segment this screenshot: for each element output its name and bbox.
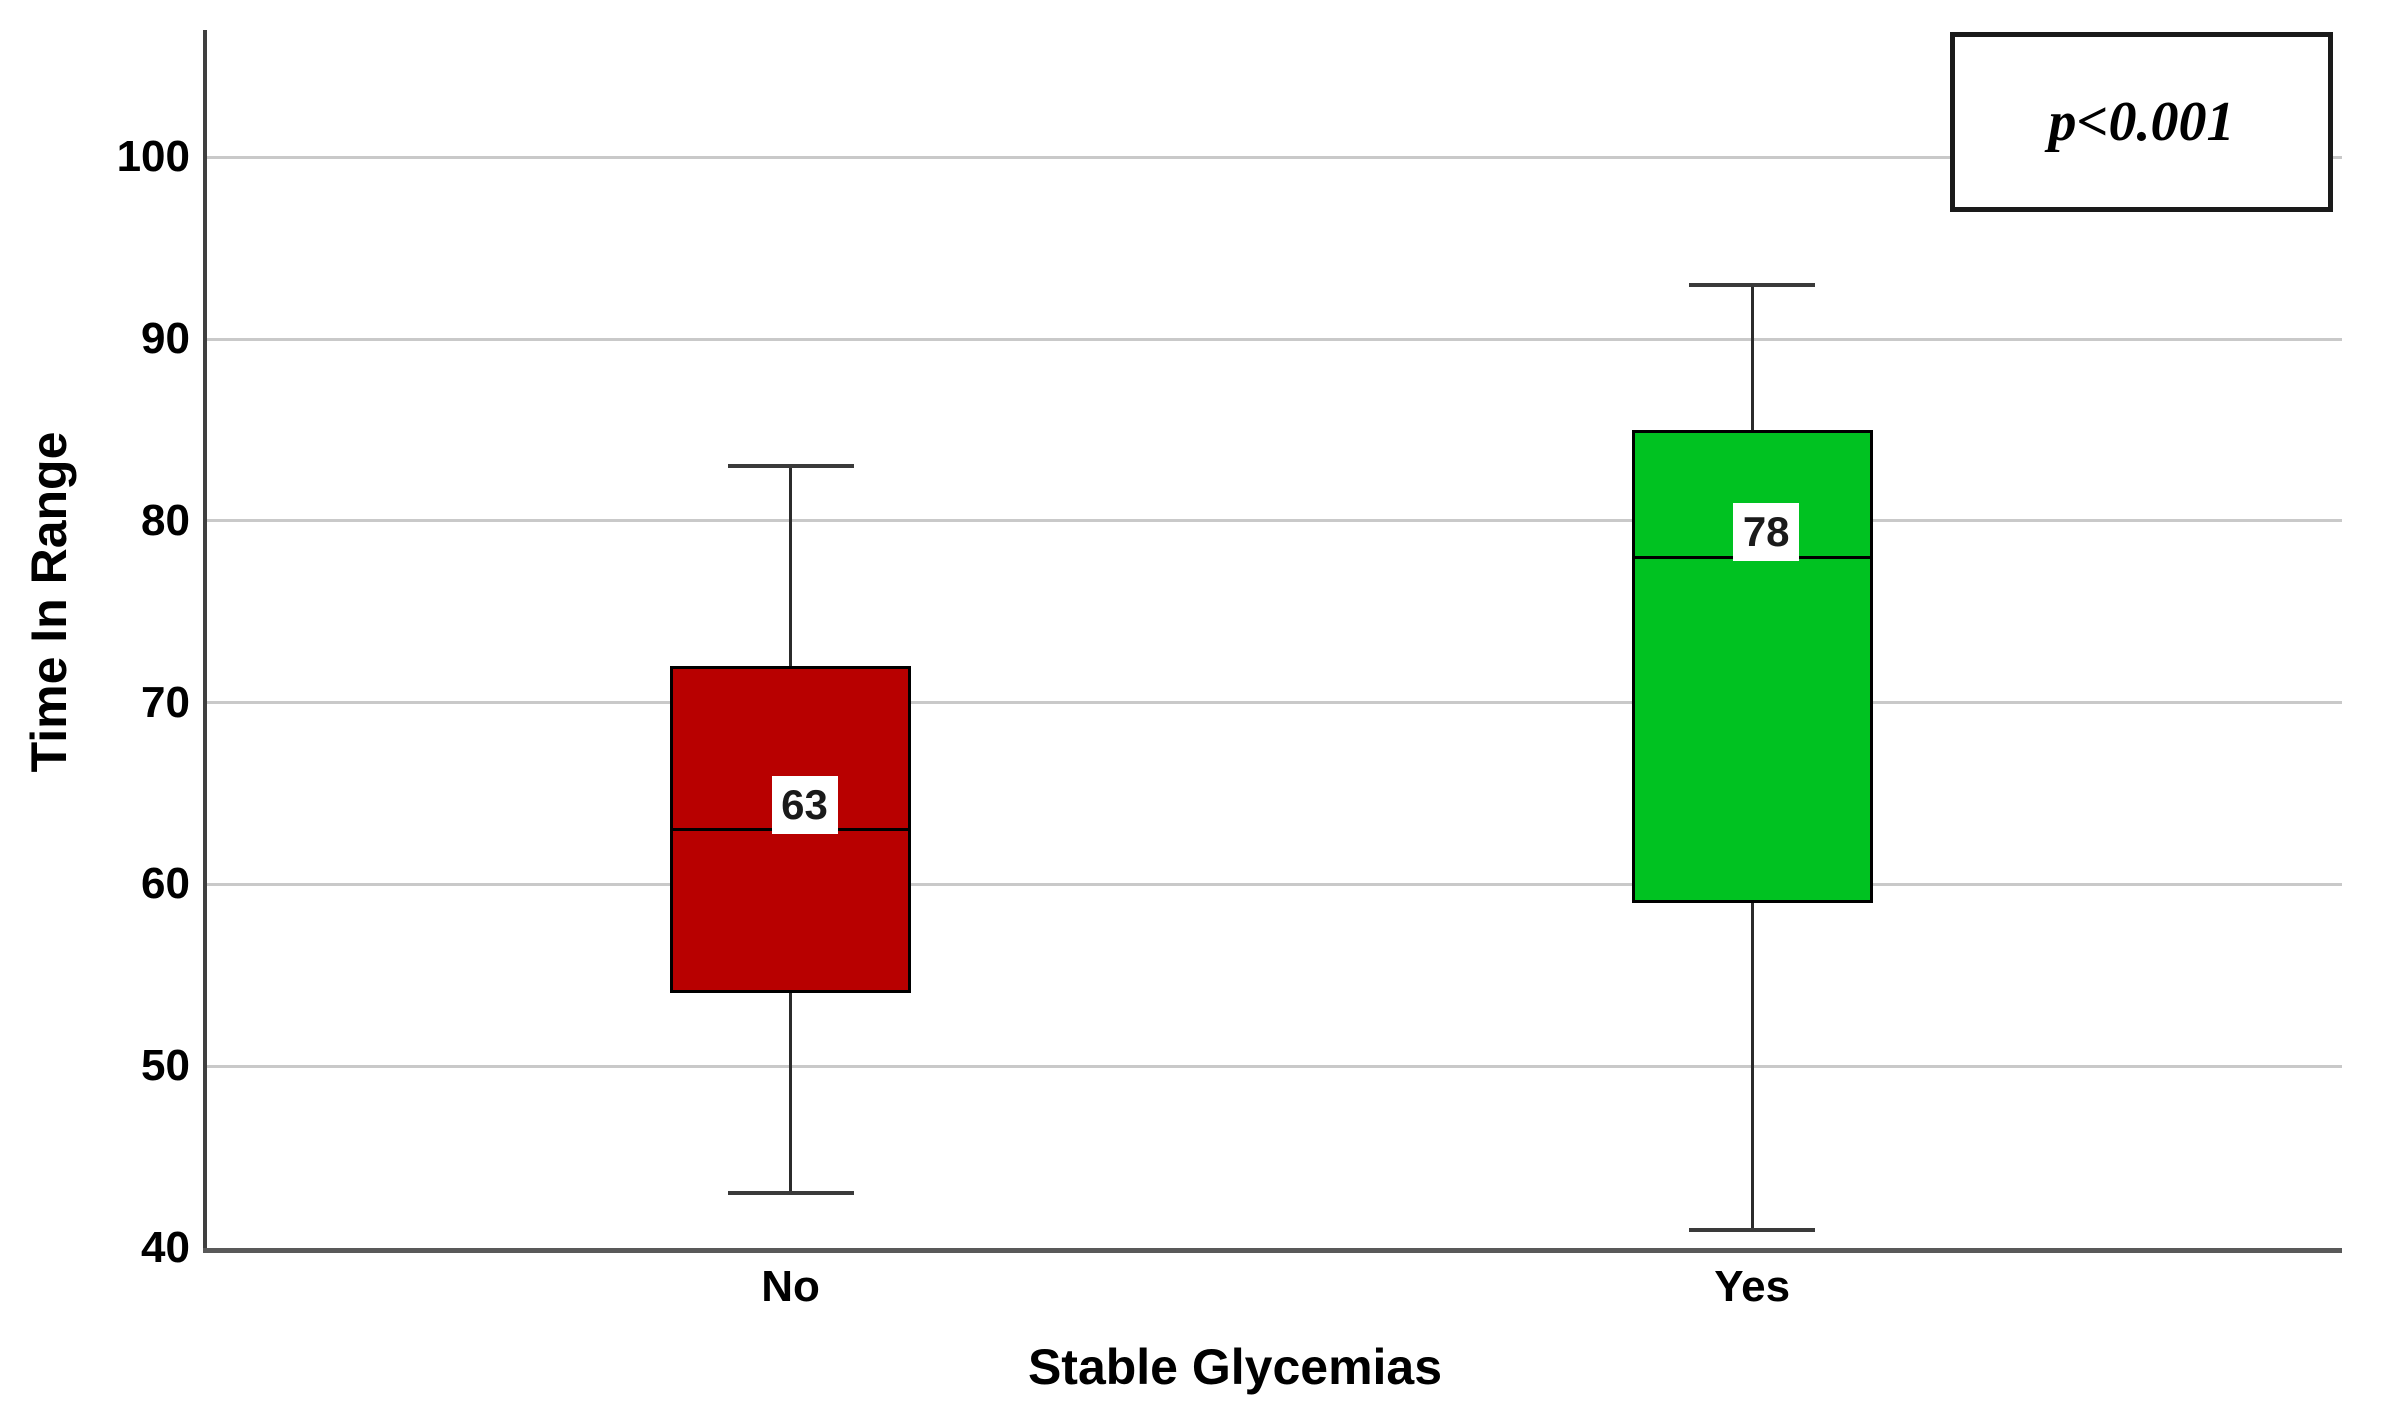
gridline-80 bbox=[207, 519, 2342, 523]
x-category-label-Yes: Yes bbox=[1714, 1262, 1791, 1311]
x-category-label-No: No bbox=[761, 1262, 820, 1311]
gridline-70 bbox=[207, 701, 2342, 705]
whisker-lower-No bbox=[789, 993, 793, 1194]
y-tick-label-100: 100 bbox=[116, 132, 190, 182]
p-value-box: p<0.001 bbox=[1950, 32, 2333, 212]
gridline-60 bbox=[207, 882, 2342, 886]
median-value-label-Yes: 78 bbox=[1733, 503, 1800, 562]
whisker-cap-high-Yes bbox=[1689, 282, 1816, 287]
whisker-cap-high-No bbox=[727, 464, 854, 469]
box-Yes bbox=[1631, 429, 1873, 903]
y-tick-label-90: 90 bbox=[141, 314, 190, 364]
y-tick-label-50: 50 bbox=[141, 1041, 190, 1091]
gridline-90 bbox=[207, 337, 2342, 341]
whisker-cap-low-No bbox=[727, 1191, 854, 1196]
whisker-upper-No bbox=[789, 466, 793, 667]
median-value-label-No: 63 bbox=[771, 775, 838, 834]
y-tick-label-70: 70 bbox=[141, 677, 190, 727]
y-tick-label-40: 40 bbox=[141, 1223, 190, 1272]
whisker-upper-Yes bbox=[1750, 284, 1754, 430]
y-tick-label-60: 60 bbox=[141, 859, 190, 909]
gridline-50 bbox=[207, 1064, 2342, 1068]
y-tick-label-80: 80 bbox=[141, 495, 190, 545]
gridline-100 bbox=[207, 155, 2342, 159]
p-value-text: p<0.001 bbox=[2048, 91, 2235, 153]
whisker-cap-low-Yes bbox=[1689, 1227, 1816, 1232]
y-axis-line bbox=[203, 30, 207, 1250]
whisker-lower-Yes bbox=[1750, 902, 1754, 1230]
y-axis-title: Time In Range bbox=[21, 431, 77, 773]
x-axis-title: Stable Glycemias bbox=[1027, 1339, 1443, 1395]
x-axis-line bbox=[203, 1248, 2342, 1253]
